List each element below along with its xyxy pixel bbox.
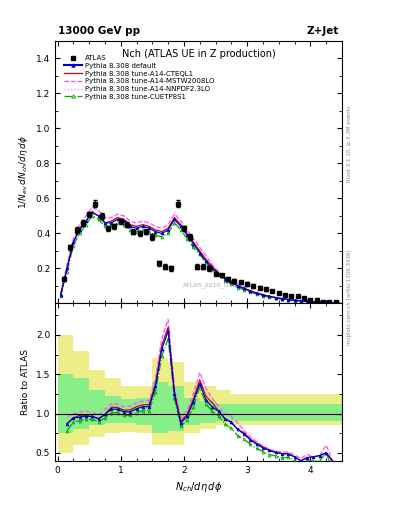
Legend: ATLAS, Pythia 8.308 default, Pythia 8.308 tune-A14-CTEQL1, Pythia 8.308 tune-A14: ATLAS, Pythia 8.308 default, Pythia 8.30…	[61, 52, 217, 102]
Text: ATLAS_2019_I1736531: ATLAS_2019_I1736531	[183, 282, 254, 288]
Y-axis label: $1/N_{ev}\,dN_{ch}/d\eta\,d\phi$: $1/N_{ev}\,dN_{ch}/d\eta\,d\phi$	[17, 135, 30, 209]
Y-axis label: Ratio to ATLAS: Ratio to ATLAS	[21, 349, 30, 415]
Text: Z+Jet: Z+Jet	[307, 26, 339, 36]
X-axis label: $N_{ch}/d\eta\,d\phi$: $N_{ch}/d\eta\,d\phi$	[175, 480, 222, 494]
Text: Rivet 3.1.10, ≥ 3.3M events: Rivet 3.1.10, ≥ 3.3M events	[347, 105, 352, 182]
Text: Nch (ATLAS UE in Z production): Nch (ATLAS UE in Z production)	[121, 49, 275, 59]
Text: 13000 GeV pp: 13000 GeV pp	[58, 26, 140, 36]
Text: mcplots.cern.ch [arXiv:1306.3436]: mcplots.cern.ch [arXiv:1306.3436]	[347, 249, 352, 345]
